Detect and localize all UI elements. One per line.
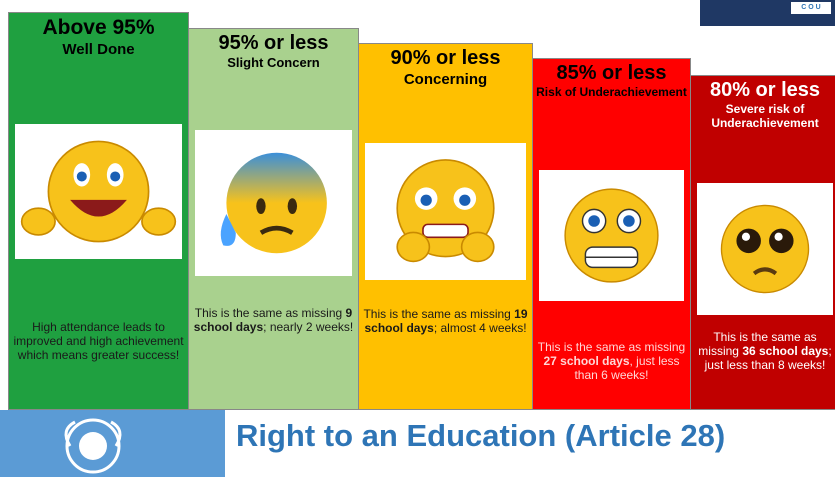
panel-subheading: Severe risk of Underachievement [711, 102, 819, 130]
panel-text: This is the same as missing 19 school da… [363, 307, 528, 336]
text-bold: 9 school days [193, 306, 353, 334]
text-bold: 36 school days [742, 343, 829, 358]
text: , just less than 6 weeks! [574, 353, 680, 382]
panel-subheading: Concerning [403, 71, 488, 88]
panel: 95% or less Slight Concern This is the s… [188, 28, 359, 410]
panel-heading: Above 95% [42, 16, 155, 39]
emoji [697, 183, 833, 315]
panel: 85% or less Risk of Underachievement Thi… [532, 58, 691, 410]
text-bold: 27 school days [543, 353, 630, 368]
panel-heading: 80% or less [709, 79, 821, 101]
top-logo: C O U [700, 0, 835, 26]
text-bold: 19 school days [364, 307, 528, 335]
text: ; nearly 2 weeks! [263, 319, 354, 334]
text: This is the same as missing [698, 330, 817, 358]
panel-text: This is the same as missing 36 school da… [695, 330, 835, 372]
emoji [365, 143, 526, 280]
emoji [195, 130, 352, 276]
footer-title: Right to an Education (Article 28) [236, 418, 726, 453]
panel-subheading: Risk of Underachievement [536, 85, 687, 99]
panel: Above 95% Well Done High attendance lead… [8, 12, 189, 410]
text: This is the same as missing [363, 307, 515, 321]
text: This is the same as missing [537, 340, 686, 354]
panel-subheading: Slight Concern [227, 55, 320, 70]
panel-text: This is the same as missing 27 school da… [537, 340, 686, 382]
unicef-emblem [64, 418, 122, 474]
text: This is the same as missing [194, 306, 346, 320]
emoji [539, 170, 684, 301]
panel-heading: 90% or less [390, 47, 501, 69]
logo-text: C O U [791, 2, 831, 14]
panel: 90% or less Concerning This is the same … [358, 43, 533, 410]
text: ; almost 4 weeks! [433, 320, 527, 335]
panel-subheading: Well Done [62, 41, 135, 59]
panel: 80% or less Severe risk of Underachievem… [690, 75, 835, 410]
panel-heading: 85% or less [556, 62, 667, 84]
footer-logo [0, 410, 225, 477]
panel-heading: 95% or less [218, 32, 329, 54]
panel-text: High attendance leads to improved and hi… [13, 320, 184, 362]
panel-text: This is the same as missing 9 school day… [193, 306, 354, 335]
emoji [15, 124, 182, 259]
text: ; just less than 8 weeks! [704, 343, 832, 372]
